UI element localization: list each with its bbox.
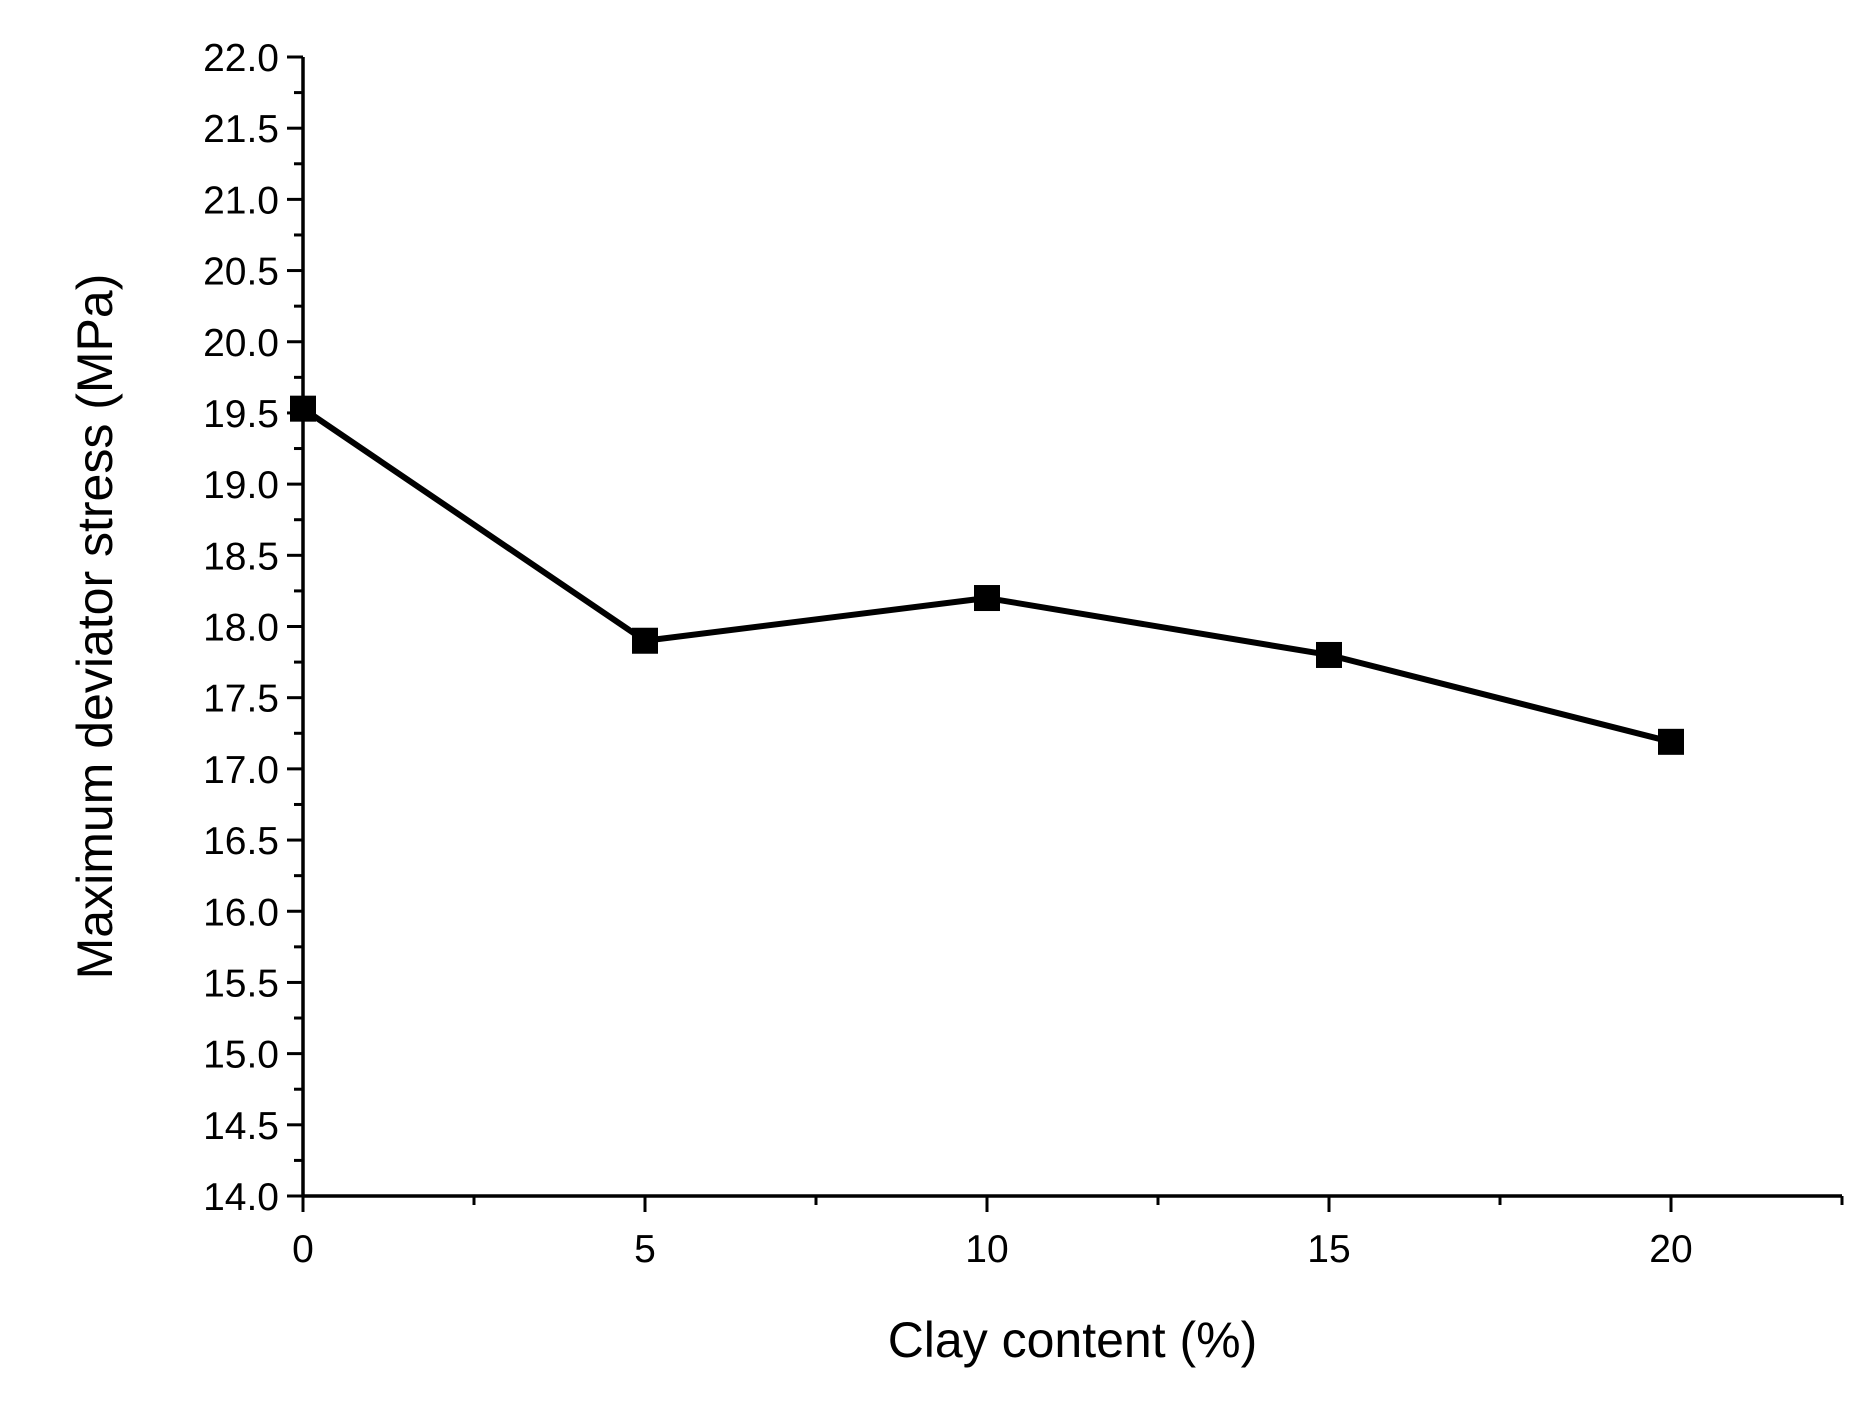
y-tick-label: 20.0 [203,322,279,365]
y-tick-label: 22.0 [203,37,279,80]
y-tick-label: 20.5 [203,251,279,294]
y-tick-label: 15.0 [203,1034,279,1077]
data-point-marker [290,395,316,422]
data-point-marker [974,585,1000,612]
x-tick-label: 0 [292,1228,314,1271]
series-line [301,406,1672,745]
minor-ticks [294,91,1844,1205]
major-ticks [287,55,1673,1212]
y-tick-label: 14.5 [203,1105,279,1148]
y-tick-label: 21.5 [203,108,279,151]
data-point-marker [1658,728,1684,755]
y-tick-label: 19.0 [203,464,279,507]
y-tick-label: 14.0 [203,1176,279,1219]
y-tick-label: 17.0 [203,749,279,792]
y-tick-label: 16.5 [203,820,279,863]
y-tick-label: 18.0 [203,607,279,650]
x-tick-label: 20 [1649,1228,1692,1271]
x-tick-label: 15 [1307,1228,1350,1271]
y-tick-label: 21.0 [203,179,279,222]
y-tick-label: 17.5 [203,678,279,721]
y-tick-label: 16.0 [203,891,279,934]
y-tick-label: 15.5 [203,962,279,1005]
data-point-marker [632,627,658,654]
x-tick-label: 5 [634,1228,656,1271]
y-tick-label: 19.5 [203,393,279,436]
y-axis-title: Maximum deviator stress (MPa) [67,274,123,980]
y-tick-label: 18.5 [203,535,279,578]
x-tick-label: 10 [965,1228,1008,1271]
x-axis-title: Clay content (%) [888,1312,1258,1368]
series-group [290,395,1684,755]
x-tick-labels: 0 5 10 15 20 [292,1228,1693,1271]
data-point-marker [1316,641,1342,668]
y-tick-labels: 14.0 14.5 15.0 15.5 16.0 16.5 17.0 17.5 18.0 18.5… [203,37,279,1219]
